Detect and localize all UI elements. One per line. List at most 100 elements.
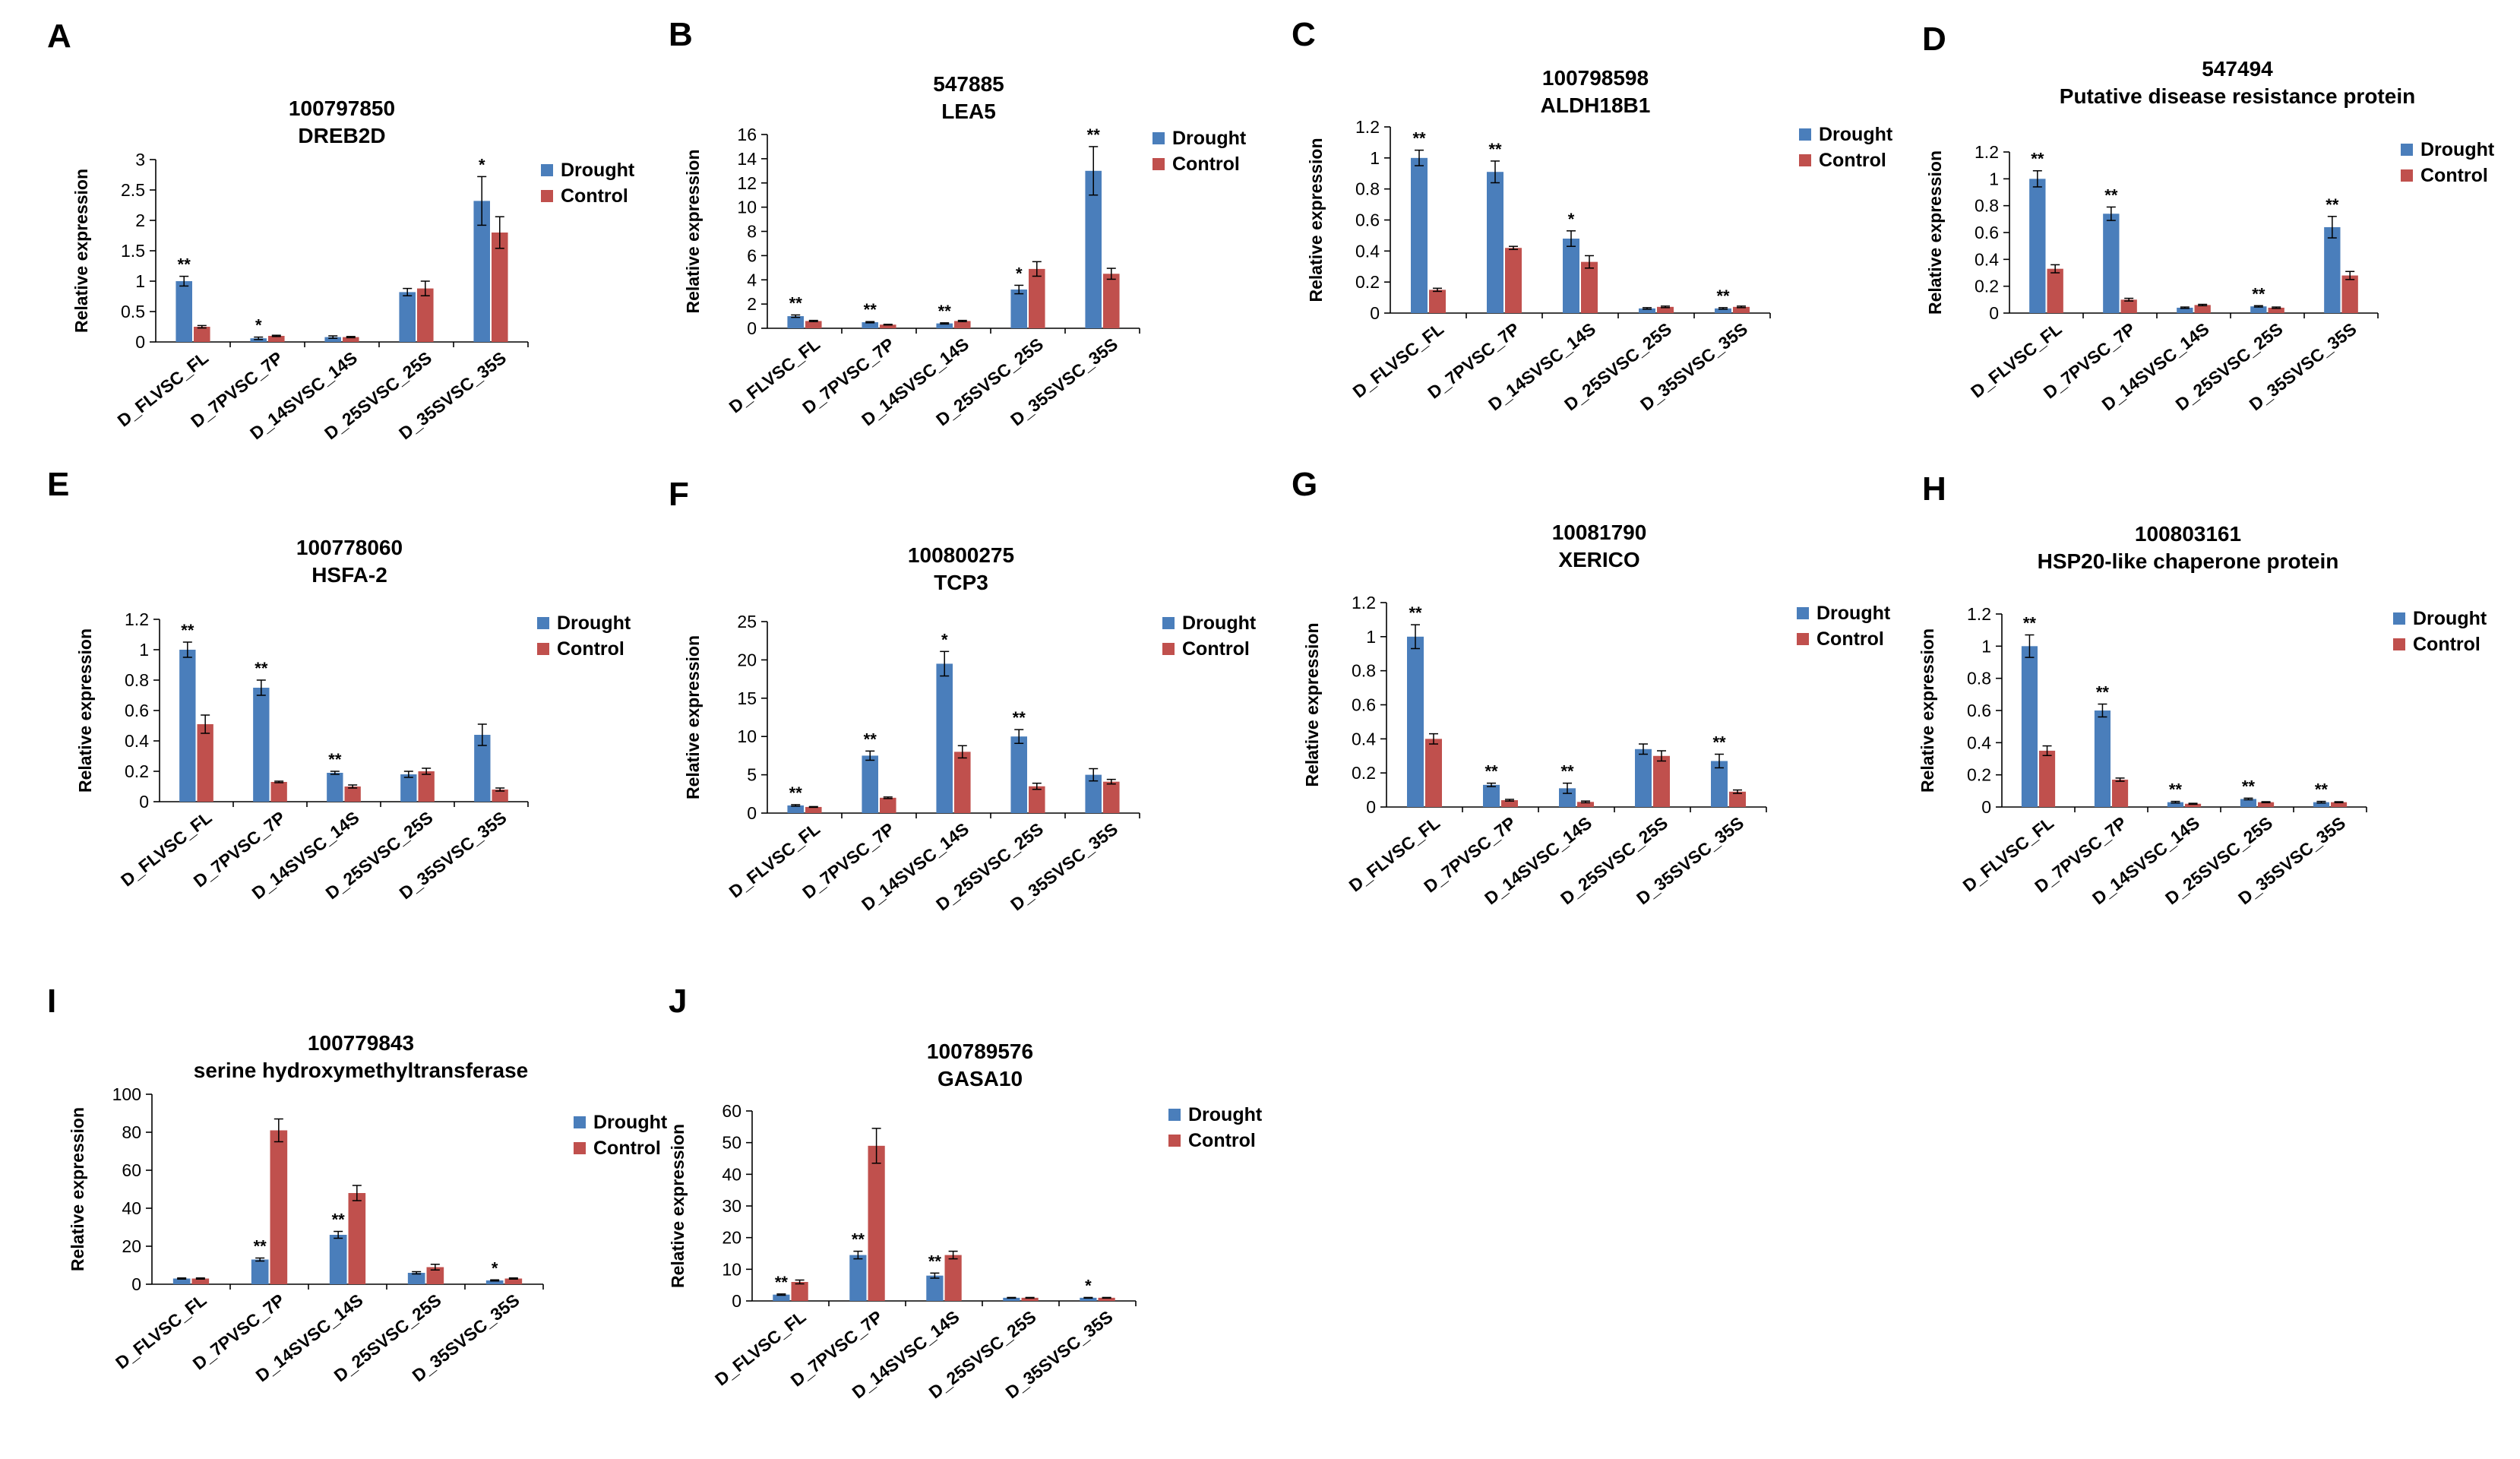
y-tick-label: 10 xyxy=(737,198,757,217)
legend-entry: Control xyxy=(561,185,628,207)
panel-c: C 100798598 ALDH18B1 0 0.2 0.4 0.6 0.8 1 1.2 Relat… xyxy=(1292,16,1893,414)
y-tick-label: 1 xyxy=(1989,169,1999,188)
chart-title-line: ALDH18B1 xyxy=(1541,93,1651,117)
bar-control xyxy=(492,233,508,342)
y-tick-label: 0 xyxy=(1370,303,1380,323)
significance-marker: ** xyxy=(1013,708,1026,727)
panel-e: E100778060HSFA-200.20.40.60.811.2Relativ… xyxy=(47,466,631,903)
significance-marker: ** xyxy=(328,750,342,769)
bar-control xyxy=(2342,276,2358,313)
significance-marker: ** xyxy=(1409,603,1422,622)
chart-title-line: 100798598 xyxy=(1542,66,1649,90)
bar-control xyxy=(1429,290,1446,313)
bar-drought xyxy=(2022,646,2038,807)
y-tick-label: 0.6 xyxy=(1355,210,1380,230)
y-tick-label: 30 xyxy=(722,1196,741,1216)
legend-entry: Drought xyxy=(1172,128,1247,149)
significance-marker: * xyxy=(1568,210,1575,229)
significance-marker: * xyxy=(1016,264,1023,283)
panel-j: J 100789576 GASA10 0 10 20 30 40 50 60 Relative ex… xyxy=(668,983,1263,1402)
legend-entry: Drought xyxy=(1188,1104,1263,1125)
y-tick-label: 80 xyxy=(122,1122,141,1142)
panel-a: A 100797850 DREB2D 0 0.5 1 1.5 2 2.5 3 Relative ex… xyxy=(47,17,635,443)
legend-entry: Control xyxy=(1188,1130,1256,1151)
y-axis-label: Relative expression xyxy=(668,1124,688,1288)
significance-marker: ** xyxy=(1716,286,1730,305)
bar-drought xyxy=(1563,239,1579,313)
y-tick-label: 0 xyxy=(1989,303,1999,323)
y-tick-label: 50 xyxy=(722,1133,741,1153)
bar-drought xyxy=(849,1255,866,1301)
significance-marker: ** xyxy=(1712,733,1726,752)
bar-drought xyxy=(175,281,192,342)
y-tick-label: 2 xyxy=(747,294,757,314)
chart-title-line: Putative disease resistance protein xyxy=(2060,84,2415,108)
y-tick-label: 3 xyxy=(135,150,145,169)
bar-control xyxy=(1029,269,1045,328)
significance-marker: ** xyxy=(254,1237,267,1256)
bar-drought xyxy=(1487,172,1503,313)
y-axis-label: Relative expression xyxy=(1306,138,1326,302)
y-tick-label: 0 xyxy=(732,1291,741,1311)
y-tick-label: 0.5 xyxy=(121,302,145,321)
y-tick-label: 100 xyxy=(112,1084,141,1104)
bar-drought xyxy=(926,1276,943,1301)
y-tick-label: 1 xyxy=(139,640,149,660)
y-tick-label: 0.2 xyxy=(1967,765,1991,785)
legend-swatch xyxy=(2401,169,2413,182)
significance-marker: ** xyxy=(2326,195,2339,214)
y-axis-label: Relative expression xyxy=(1302,622,1322,786)
bar-drought xyxy=(862,755,878,813)
legend-entry: Control xyxy=(1172,153,1240,175)
bar-control xyxy=(194,327,210,342)
bar-control xyxy=(2112,780,2128,807)
bar-control xyxy=(419,771,435,802)
significance-marker: ** xyxy=(789,783,803,802)
legend-entry: Drought xyxy=(557,612,631,634)
y-tick-label: 16 xyxy=(737,125,757,144)
significance-marker: ** xyxy=(1560,762,1574,781)
significance-marker: ** xyxy=(1488,140,1502,159)
y-tick-label: 0.4 xyxy=(125,731,149,751)
bar-drought xyxy=(399,292,416,342)
legend-entry: Drought xyxy=(1816,603,1891,624)
significance-marker: ** xyxy=(2023,614,2037,633)
bar-control xyxy=(1425,739,1442,807)
chart-title-line: 10081790 xyxy=(1552,521,1647,544)
y-tick-label: 0 xyxy=(747,803,757,823)
chart-title-line: 100789576 xyxy=(927,1040,1033,1063)
y-tick-label: 1.2 xyxy=(1352,593,1376,612)
bar-drought xyxy=(179,650,195,802)
y-tick-label: 60 xyxy=(722,1101,741,1121)
bar-drought xyxy=(327,773,343,802)
bar-control xyxy=(417,289,434,342)
legend-swatch xyxy=(1162,643,1175,655)
y-tick-label: 0.6 xyxy=(1967,701,1991,720)
legend-entry: Control xyxy=(593,1138,661,1159)
bar-drought xyxy=(936,663,953,813)
legend-swatch xyxy=(1162,617,1175,629)
y-tick-label: 20 xyxy=(122,1236,141,1256)
y-tick-label: 0.2 xyxy=(125,761,149,781)
panel-f: F100800275TCP30510152025Relative express… xyxy=(669,476,1257,914)
bar-control xyxy=(2121,299,2137,313)
legend-swatch xyxy=(537,643,549,655)
chart-title-line: 100797850 xyxy=(289,97,395,120)
bar-control xyxy=(868,1146,885,1301)
chart-title-line: serine hydroxymethyltransferase xyxy=(194,1059,528,1082)
legend-entry: Drought xyxy=(1819,124,1893,145)
legend-swatch xyxy=(574,1142,586,1154)
significance-marker: ** xyxy=(775,1273,789,1292)
y-tick-label: 0.4 xyxy=(1975,249,1999,269)
bar-control xyxy=(954,752,971,813)
chart-title-line: TCP3 xyxy=(934,571,988,594)
panel-h: H100803161HSP20-like chaperone protein00… xyxy=(1918,470,2487,908)
bar-drought xyxy=(1411,158,1428,313)
panel-letter: I xyxy=(47,983,56,1020)
bar-control xyxy=(2047,269,2063,313)
y-tick-label: 0.8 xyxy=(1967,669,1991,688)
y-tick-label: 0.8 xyxy=(1355,179,1380,199)
bar-drought xyxy=(330,1235,347,1284)
significance-marker: ** xyxy=(2104,185,2118,204)
